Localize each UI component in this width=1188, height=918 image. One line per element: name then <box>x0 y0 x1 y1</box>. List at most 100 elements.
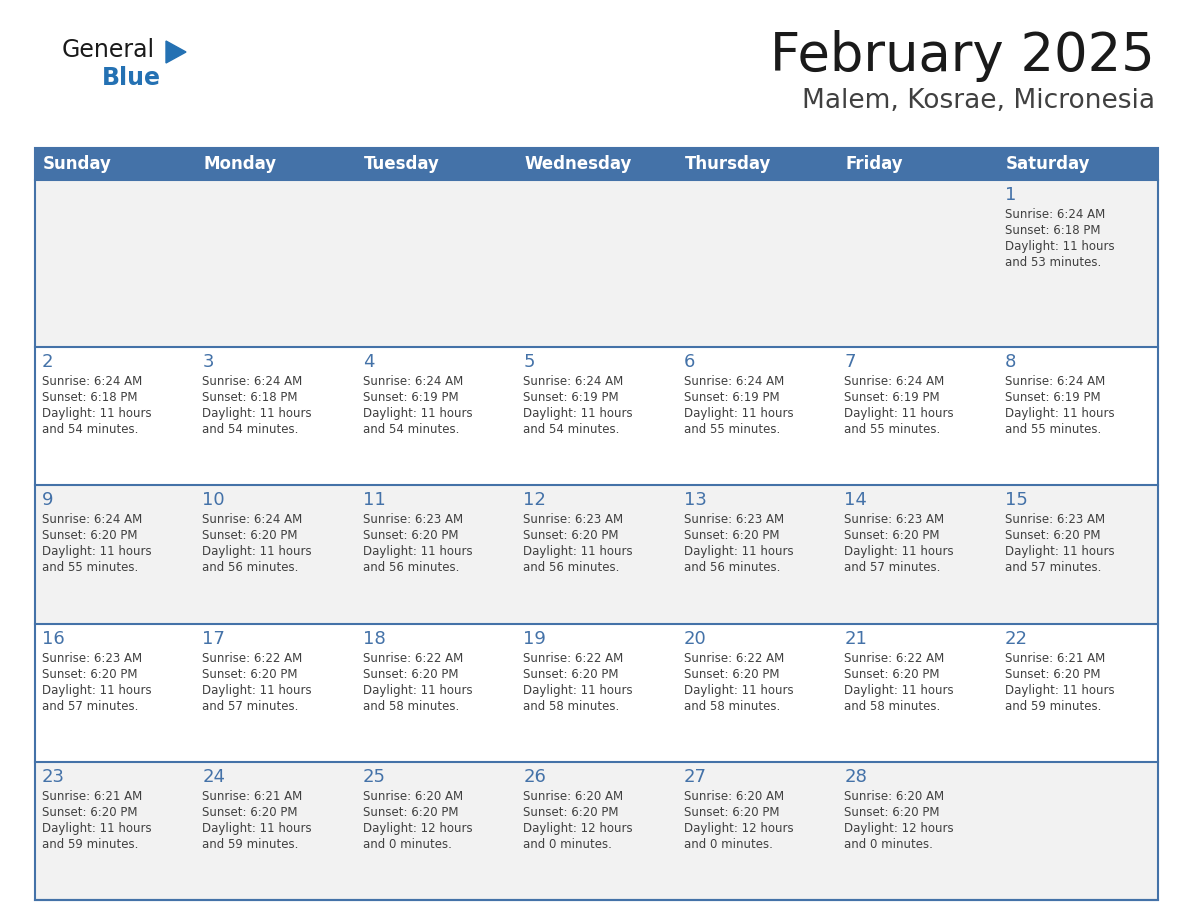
Text: and 55 minutes.: and 55 minutes. <box>42 561 138 575</box>
Text: Sunset: 6:20 PM: Sunset: 6:20 PM <box>362 530 459 543</box>
Text: Sunset: 6:20 PM: Sunset: 6:20 PM <box>684 530 779 543</box>
Bar <box>517 623 677 762</box>
Bar <box>838 148 998 180</box>
Text: and 58 minutes.: and 58 minutes. <box>684 700 781 712</box>
Text: Sunrise: 6:23 AM: Sunrise: 6:23 AM <box>523 513 624 526</box>
Text: 10: 10 <box>202 491 225 509</box>
Bar <box>34 148 196 180</box>
Bar <box>838 762 998 900</box>
Text: Sunrise: 6:21 AM: Sunrise: 6:21 AM <box>202 789 303 802</box>
Bar <box>356 623 517 762</box>
Text: 25: 25 <box>362 767 386 786</box>
Bar <box>356 347 517 486</box>
Text: Saturday: Saturday <box>1005 155 1091 173</box>
Bar <box>34 180 196 347</box>
Bar <box>34 148 1158 900</box>
Text: 8: 8 <box>1005 353 1016 371</box>
Text: Sunday: Sunday <box>43 155 112 173</box>
Text: Sunrise: 6:22 AM: Sunrise: 6:22 AM <box>523 652 624 665</box>
Text: Sunset: 6:20 PM: Sunset: 6:20 PM <box>362 806 459 819</box>
Text: and 54 minutes.: and 54 minutes. <box>42 423 138 436</box>
Text: and 58 minutes.: and 58 minutes. <box>523 700 619 712</box>
Text: Thursday: Thursday <box>684 155 771 173</box>
Text: Daylight: 11 hours: Daylight: 11 hours <box>684 545 794 558</box>
Bar <box>838 486 998 623</box>
Text: Daylight: 11 hours: Daylight: 11 hours <box>42 545 152 558</box>
Bar <box>677 762 838 900</box>
Bar <box>34 762 196 900</box>
Text: 28: 28 <box>845 767 867 786</box>
Text: and 55 minutes.: and 55 minutes. <box>845 423 941 436</box>
Bar <box>34 623 196 762</box>
Text: 27: 27 <box>684 767 707 786</box>
Text: and 55 minutes.: and 55 minutes. <box>684 423 781 436</box>
Bar <box>356 486 517 623</box>
Text: Daylight: 11 hours: Daylight: 11 hours <box>1005 545 1114 558</box>
Text: 18: 18 <box>362 630 386 647</box>
Text: 20: 20 <box>684 630 707 647</box>
Text: 13: 13 <box>684 491 707 509</box>
Text: Sunset: 6:20 PM: Sunset: 6:20 PM <box>845 667 940 680</box>
Text: 5: 5 <box>523 353 535 371</box>
Bar <box>677 180 838 347</box>
Text: 3: 3 <box>202 353 214 371</box>
Text: and 0 minutes.: and 0 minutes. <box>523 838 612 851</box>
Text: Sunrise: 6:22 AM: Sunrise: 6:22 AM <box>845 652 944 665</box>
Bar <box>356 148 517 180</box>
Bar <box>998 180 1158 347</box>
Text: 24: 24 <box>202 767 226 786</box>
Bar <box>34 486 196 623</box>
Text: Malem, Kosrae, Micronesia: Malem, Kosrae, Micronesia <box>802 88 1155 114</box>
Text: and 56 minutes.: and 56 minutes. <box>362 561 460 575</box>
Text: Sunrise: 6:20 AM: Sunrise: 6:20 AM <box>684 789 784 802</box>
Bar <box>196 623 356 762</box>
Text: Daylight: 11 hours: Daylight: 11 hours <box>845 684 954 697</box>
Text: Sunset: 6:19 PM: Sunset: 6:19 PM <box>362 391 459 404</box>
Text: Daylight: 12 hours: Daylight: 12 hours <box>684 822 794 834</box>
Text: Sunrise: 6:20 AM: Sunrise: 6:20 AM <box>523 789 624 802</box>
Text: Daylight: 11 hours: Daylight: 11 hours <box>362 545 473 558</box>
Text: Sunrise: 6:23 AM: Sunrise: 6:23 AM <box>42 652 143 665</box>
Text: 23: 23 <box>42 767 65 786</box>
Text: Sunrise: 6:24 AM: Sunrise: 6:24 AM <box>202 513 303 526</box>
Text: and 58 minutes.: and 58 minutes. <box>362 700 459 712</box>
Text: Sunrise: 6:24 AM: Sunrise: 6:24 AM <box>684 375 784 388</box>
Text: Sunset: 6:20 PM: Sunset: 6:20 PM <box>684 667 779 680</box>
Text: Sunset: 6:20 PM: Sunset: 6:20 PM <box>42 806 138 819</box>
Text: and 0 minutes.: and 0 minutes. <box>362 838 451 851</box>
Text: Sunset: 6:20 PM: Sunset: 6:20 PM <box>202 667 298 680</box>
Text: and 53 minutes.: and 53 minutes. <box>1005 256 1101 269</box>
Bar <box>677 486 838 623</box>
Text: Sunrise: 6:23 AM: Sunrise: 6:23 AM <box>684 513 784 526</box>
Text: 19: 19 <box>523 630 546 647</box>
Text: 6: 6 <box>684 353 695 371</box>
Text: Daylight: 11 hours: Daylight: 11 hours <box>523 407 633 420</box>
Bar <box>838 180 998 347</box>
Bar <box>677 347 838 486</box>
Bar <box>838 347 998 486</box>
Text: Sunset: 6:20 PM: Sunset: 6:20 PM <box>362 667 459 680</box>
Text: 15: 15 <box>1005 491 1028 509</box>
Bar <box>677 623 838 762</box>
Bar <box>356 180 517 347</box>
Bar <box>998 762 1158 900</box>
Bar <box>517 762 677 900</box>
Text: Daylight: 11 hours: Daylight: 11 hours <box>362 407 473 420</box>
Bar <box>196 148 356 180</box>
Text: and 54 minutes.: and 54 minutes. <box>523 423 620 436</box>
Text: and 58 minutes.: and 58 minutes. <box>845 700 941 712</box>
Text: Sunset: 6:19 PM: Sunset: 6:19 PM <box>1005 391 1100 404</box>
Text: Sunset: 6:20 PM: Sunset: 6:20 PM <box>523 530 619 543</box>
Text: Wednesday: Wednesday <box>524 155 632 173</box>
Text: and 57 minutes.: and 57 minutes. <box>1005 561 1101 575</box>
Text: Daylight: 11 hours: Daylight: 11 hours <box>523 545 633 558</box>
Text: and 0 minutes.: and 0 minutes. <box>845 838 933 851</box>
Text: Blue: Blue <box>102 66 162 90</box>
Text: Daylight: 11 hours: Daylight: 11 hours <box>202 407 312 420</box>
Text: Sunset: 6:18 PM: Sunset: 6:18 PM <box>42 391 138 404</box>
Text: and 57 minutes.: and 57 minutes. <box>202 700 299 712</box>
Text: Daylight: 12 hours: Daylight: 12 hours <box>362 822 473 834</box>
Bar <box>196 347 356 486</box>
Text: Sunrise: 6:24 AM: Sunrise: 6:24 AM <box>523 375 624 388</box>
Text: Sunrise: 6:24 AM: Sunrise: 6:24 AM <box>362 375 463 388</box>
